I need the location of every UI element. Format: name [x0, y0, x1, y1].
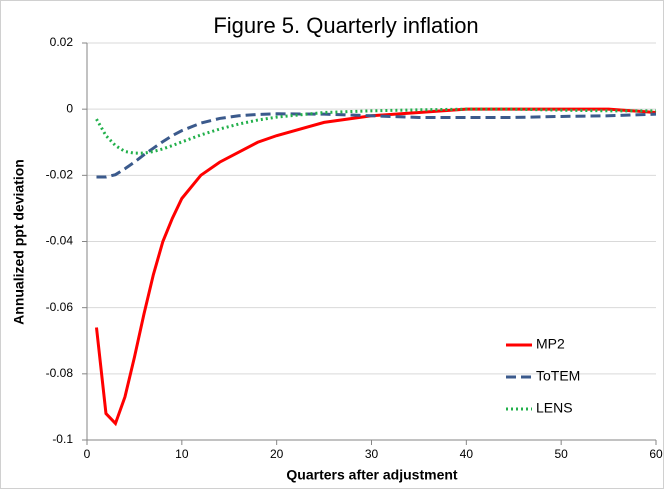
legend-label: LENS [536, 400, 573, 416]
y-tick-label: -0.1 [52, 432, 73, 446]
y-tick-label: -0.02 [46, 168, 74, 182]
x-axis-label: Quarters after adjustment [286, 467, 457, 483]
y-tick-label: -0.04 [46, 234, 74, 248]
legend-label: ToTEM [536, 368, 580, 384]
x-tick-label: 40 [460, 447, 474, 461]
legend-label: MP2 [536, 336, 565, 352]
y-tick-label: -0.08 [46, 366, 74, 380]
y-axis-label: Annualized ppt deviation [11, 159, 27, 325]
x-tick-label: 60 [649, 447, 663, 461]
x-tick-label: 0 [84, 447, 91, 461]
y-tick-label: 0 [66, 101, 73, 115]
y-tick-label: -0.06 [46, 300, 74, 314]
series-line [95, 107, 656, 155]
x-tick-label: 30 [365, 447, 379, 461]
x-tick-label: 50 [554, 447, 568, 461]
x-tick-label: 10 [175, 447, 189, 461]
y-tick-label: 0.02 [50, 35, 74, 49]
series-line [96, 112, 657, 179]
chart-title: Figure 5. Quarterly inflation [213, 13, 478, 38]
x-tick-label: 20 [270, 447, 284, 461]
